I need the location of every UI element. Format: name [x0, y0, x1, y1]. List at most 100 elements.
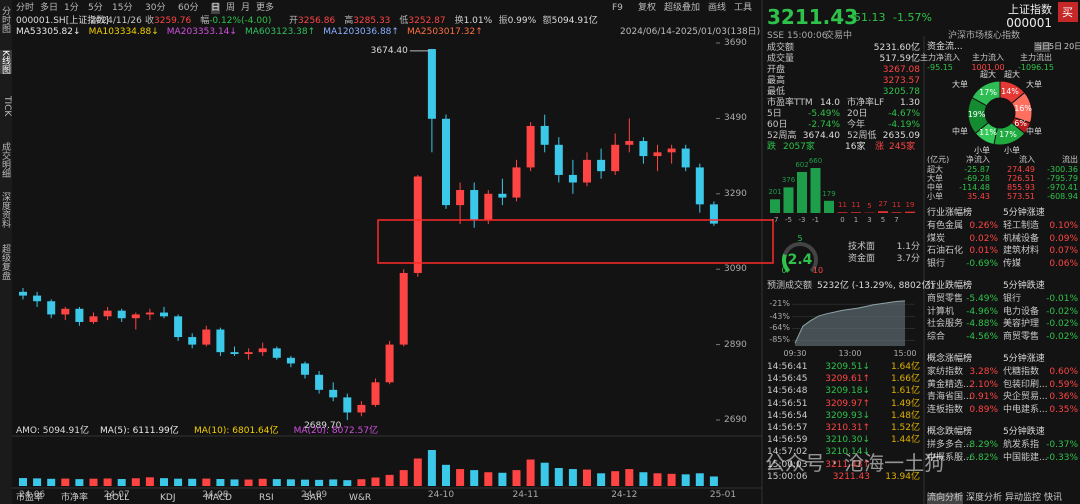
- bottom-tab[interactable]: 异动监控: [1005, 493, 1042, 503]
- ma-value: 3017.32↑: [438, 27, 483, 37]
- tool-button[interactable]: 复权: [638, 3, 657, 13]
- candle-body: [47, 301, 56, 315]
- size-label: 大单: [952, 80, 968, 89]
- tick-amount: 1.49亿: [890, 398, 920, 409]
- tool-button[interactable]: F9: [612, 3, 623, 13]
- board-name: 美容护理: [1003, 319, 1040, 329]
- volume-bar: [103, 478, 112, 486]
- size-label: 小单: [974, 146, 990, 155]
- side-tab[interactable]: 分时图: [0, 6, 10, 33]
- main-label: 主力净流入: [920, 53, 960, 62]
- period-tab[interactable]: 30分: [145, 3, 166, 13]
- candle-body: [230, 352, 239, 355]
- volume-bar: [61, 478, 70, 486]
- volume-bar: [244, 479, 253, 486]
- bottom-tab[interactable]: 快讯: [1044, 493, 1063, 503]
- tick-amount: 1.66亿: [890, 374, 920, 385]
- period-tab[interactable]: 周: [226, 3, 236, 13]
- volume-bar: [258, 478, 267, 486]
- candle-body: [526, 125, 535, 168]
- candle-body: [244, 352, 253, 355]
- slice-label: 11%: [979, 128, 997, 138]
- period-tab[interactable]: 更多: [256, 3, 275, 13]
- volume-bar: [301, 479, 309, 486]
- tool-button[interactable]: 工具: [734, 3, 753, 13]
- volume-bar: [540, 462, 549, 486]
- buy-button-bg[interactable]: [1058, 2, 1078, 22]
- hist-bar: [770, 199, 780, 213]
- bottom-tab[interactable]: 流向分析: [927, 493, 964, 504]
- period-tab[interactable]: 当日: [1034, 42, 1050, 52]
- ma-name: MA120: [323, 27, 355, 37]
- field-value: 3259.76: [154, 16, 192, 26]
- period-tab[interactable]: 20日: [1064, 42, 1080, 51]
- board-title: 行业涨幅榜: [927, 208, 973, 218]
- field-label: 开: [289, 16, 299, 26]
- buy[interactable]: 买: [1062, 6, 1073, 19]
- indicator-tab[interactable]: SAR: [304, 493, 323, 503]
- period-tab[interactable]: 多日: [40, 3, 59, 13]
- period-tab[interactable]: 5日: [1049, 42, 1063, 51]
- bottom-tab[interactable]: 深度分析: [966, 493, 1003, 503]
- period-tab[interactable]: 60分: [178, 3, 199, 13]
- table-header: 流入: [1019, 155, 1035, 164]
- hist-category: -3: [798, 216, 806, 224]
- period-tab[interactable]: 15分: [112, 3, 133, 13]
- volume-ma: MA(5): 6111.99亿: [100, 426, 179, 436]
- indicator-tab[interactable]: RSI: [259, 493, 274, 503]
- gauge-tick: 0: [781, 266, 787, 275]
- ma-name: MA20: [166, 27, 193, 37]
- indicator-tab[interactable]: KDJ: [160, 493, 176, 503]
- period-tab[interactable]: 分时: [16, 3, 35, 13]
- hist-bar: [797, 171, 807, 213]
- indicator-tab[interactable]: 市净率: [61, 493, 89, 503]
- hist-category: 3: [867, 216, 872, 224]
- indicator-tab[interactable]: W&R: [349, 493, 372, 503]
- breadth: 245家: [889, 142, 916, 152]
- hist-label: 602: [795, 160, 809, 169]
- side-tab[interactable]: 成交明细: [0, 142, 10, 178]
- period-tab[interactable]: 1分: [64, 3, 79, 13]
- hist-label: 11: [838, 201, 847, 210]
- status: 交易中: [825, 31, 853, 41]
- indicator-tab[interactable]: MACD: [205, 493, 232, 503]
- x-tick-label: 24-11: [512, 490, 539, 500]
- side-tab[interactable]: 超级复盘: [0, 244, 10, 280]
- main-label: 主力流入: [972, 53, 1004, 62]
- side-tab[interactable]: K线图: [0, 50, 12, 74]
- breadth: 16家: [845, 142, 866, 152]
- x-tick-label: 24-07: [103, 490, 130, 500]
- volume-bar: [442, 464, 450, 486]
- period-tab[interactable]: 日: [211, 3, 221, 14]
- tool-button[interactable]: 画线: [708, 3, 727, 13]
- main-value: 1001.00: [971, 63, 1005, 72]
- stat-label: 最低: [767, 87, 786, 97]
- side-tab[interactable]: TICK: [2, 96, 12, 117]
- table-cell: 超大: [927, 165, 943, 174]
- indicator-tab[interactable]: 市盈率: [16, 493, 44, 503]
- indicator-tab[interactable]: BOLL: [106, 493, 130, 503]
- candle-body: [301, 363, 309, 375]
- tool-button[interactable]: 超级叠加: [664, 3, 701, 13]
- board-name: 中电建系...: [1003, 404, 1048, 415]
- size-label: 超大: [1004, 70, 1020, 79]
- period-tab[interactable]: 5分: [88, 3, 103, 13]
- board-name: 央企贸易...: [1003, 392, 1048, 402]
- stat-label: 52周高: [767, 131, 797, 141]
- name: 上证指数: [1008, 3, 1052, 16]
- volume-bar: [512, 470, 521, 486]
- low-label: 2689.70: [304, 421, 342, 432]
- side-tab[interactable]: 深度资料: [0, 192, 10, 228]
- volume-bar: [230, 479, 239, 486]
- board-value: -0.69%: [966, 258, 998, 269]
- period-tab[interactable]: 月: [241, 3, 251, 13]
- highlight-box: [377, 219, 774, 264]
- x-tick-label: 25-01: [709, 490, 737, 500]
- board-name: 代糖指数: [1003, 367, 1040, 377]
- volume-bar: [568, 469, 577, 486]
- candle-body: [512, 167, 521, 198]
- candle-body: [540, 125, 549, 145]
- forecast-area: [795, 300, 905, 346]
- candle-body: [343, 397, 352, 413]
